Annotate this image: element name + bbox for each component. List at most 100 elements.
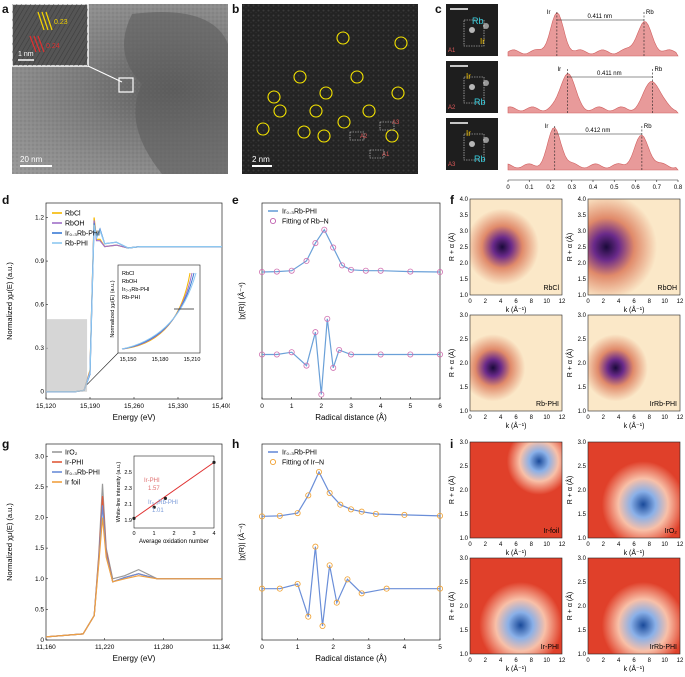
heatmap-xtick: 6 <box>632 299 636 305</box>
xtick-label: 15,190 <box>80 403 100 410</box>
c-site-label: A2 <box>448 105 456 111</box>
heatmap-ytick: 1.5 <box>460 628 469 634</box>
legend-entry: Rb-PHI <box>65 241 88 248</box>
heatmap-xtick: 10 <box>661 415 668 421</box>
panel-h: 0 1 2 3 4 5 Radical distance (Å) |χ(R)| (Å⁻⁴) Ir… <box>232 438 447 672</box>
c-xtick: 0.2 <box>546 185 555 191</box>
xtick-label: 3 <box>349 403 353 410</box>
inset-ytick: 2.3 <box>124 486 132 492</box>
heatmap-xlabel: k (Å⁻¹) <box>624 305 645 314</box>
xtick-label: 5 <box>409 403 413 410</box>
legend-entry: Fitting of Rb–N <box>282 219 329 226</box>
legend-entry: Fitting of Ir–N <box>282 460 324 467</box>
series-line <box>262 318 440 395</box>
xtick-label: 2 <box>331 644 335 651</box>
fit-marker <box>330 244 337 251</box>
fit-marker <box>348 506 355 513</box>
inset-ytick: 1.9 <box>124 518 132 524</box>
heatmap-xtick: 0 <box>586 658 590 664</box>
heatmap-ylabel: R + α (Å) <box>565 349 574 377</box>
fit-marker <box>436 269 443 276</box>
heatmap-xtick: 6 <box>514 299 518 305</box>
inset-label: Ir₀.₃Rb-PHI <box>148 500 178 506</box>
heatmap-xtick: 2 <box>602 658 606 664</box>
inset-legend: RbCl <box>122 271 134 277</box>
heatmap-xlabel: k (Å⁻¹) <box>624 664 645 672</box>
heatmap-ytick: 2.0 <box>578 488 587 494</box>
heatmap-xlabel: k (Å⁻¹) <box>506 421 527 430</box>
panel-label-c: c <box>435 2 442 16</box>
heatmap-title: IrRb-PHI <box>650 401 677 408</box>
heatmap-xtick: 2 <box>484 658 488 664</box>
inset-ytick: 2.5 <box>124 470 132 476</box>
heatmap: Ir-foil 1.0 1.5 2.0 2.5 3.0 0 2 4 6 8 10 12 k (Å⁻¹) R … <box>447 440 566 557</box>
c-atom-image: A1 Ir Rb <box>446 4 498 56</box>
panel-label-f: f <box>450 193 454 207</box>
c-site-label: A3 <box>448 162 456 168</box>
xtick-label: 11,220 <box>95 644 115 651</box>
heatmap-xlabel: k (Å⁻¹) <box>506 664 527 672</box>
panel-label-e: e <box>232 193 239 207</box>
fit-marker <box>303 257 310 264</box>
heatmap-ytick: 1.5 <box>460 512 469 518</box>
ytick-label: 1.5 <box>35 545 44 552</box>
legend-entry: Ir₀.₃Rb-PHI <box>65 470 100 477</box>
fit-marker <box>358 508 365 515</box>
heatmap-xtick: 0 <box>468 658 472 664</box>
heatmap-xtick: 4 <box>617 299 621 305</box>
c-atom-image: A2 Ir Rb <box>446 61 498 113</box>
fit-marker <box>305 613 312 620</box>
fit-marker <box>276 585 283 592</box>
legend-entry: Ir₀.₃Rb-PHI <box>282 450 317 457</box>
fit-marker <box>312 543 319 550</box>
fit-marker <box>312 240 319 247</box>
heatmap-xtick: 8 <box>648 299 652 305</box>
x-axis-label: Energy (eV) <box>113 413 156 422</box>
y-axis-label: |χ(R)| (Å⁻⁴) <box>237 523 246 561</box>
heatmap-ytick: 2.5 <box>578 337 587 343</box>
ytick-label: 1.0 <box>35 576 44 583</box>
fit-marker <box>358 590 365 597</box>
atom-marker <box>394 36 408 50</box>
fit-marker <box>337 501 344 508</box>
atom-marker <box>293 70 307 84</box>
ytick-label: 0 <box>40 637 44 644</box>
heatmap-ytick: 2.5 <box>460 464 469 470</box>
heatmap-ytick: 3.0 <box>578 556 587 562</box>
heatmap-xtick: 12 <box>677 658 684 664</box>
heatmap-ytick: 3.0 <box>460 313 469 319</box>
inset-ytick: 2.1 <box>124 502 132 508</box>
heatmap-ylabel: R + α (Å) <box>448 233 456 261</box>
heatmap: RbOH 1.0 1.5 2.0 2.5 3.0 3.5 4.0 0 2 4 6 8 10 12 k (Å⁻¹… <box>565 197 684 314</box>
xtick-label: 1 <box>290 403 294 410</box>
fit-marker <box>336 346 343 353</box>
heatmap-ytick: 2.0 <box>460 488 469 494</box>
fit-marker <box>339 262 346 269</box>
c-site-label: A1 <box>448 48 456 54</box>
series-line <box>262 546 440 627</box>
fit-marker <box>258 585 265 592</box>
heatmap-xtick: 4 <box>499 542 503 548</box>
heatmap-ytick: 2.5 <box>460 337 469 343</box>
heatmap-ytick: 2.0 <box>460 361 469 367</box>
xtick-label: 11,280 <box>154 644 174 651</box>
heatmap-ytick: 1.5 <box>578 277 587 283</box>
fit-marker <box>330 364 337 371</box>
x-axis-label: Radical distance (Å) <box>315 654 387 663</box>
heatmap-ytick: 3.0 <box>460 556 469 562</box>
xtick-label: 1 <box>296 644 300 651</box>
inset-legend: Rb-PHI <box>122 295 141 301</box>
heatmap-xtick: 0 <box>468 299 472 305</box>
inset-point <box>152 505 156 509</box>
xtick-label: 11,340 <box>212 644 230 651</box>
atom-marker <box>362 104 376 118</box>
heatmap-xtick: 12 <box>559 415 566 421</box>
fit-marker <box>436 585 443 592</box>
x-axis-label: Energy (eV) <box>113 654 156 663</box>
heatmap-xtick: 4 <box>499 415 503 421</box>
heatmap-xtick: 0 <box>586 299 590 305</box>
c-rb-label: Rb <box>474 97 486 107</box>
heatmap-ytick: 1.0 <box>460 652 469 658</box>
xtick-label: 11,160 <box>36 644 56 651</box>
lattice-spacing-1: 0.23 <box>54 19 68 26</box>
